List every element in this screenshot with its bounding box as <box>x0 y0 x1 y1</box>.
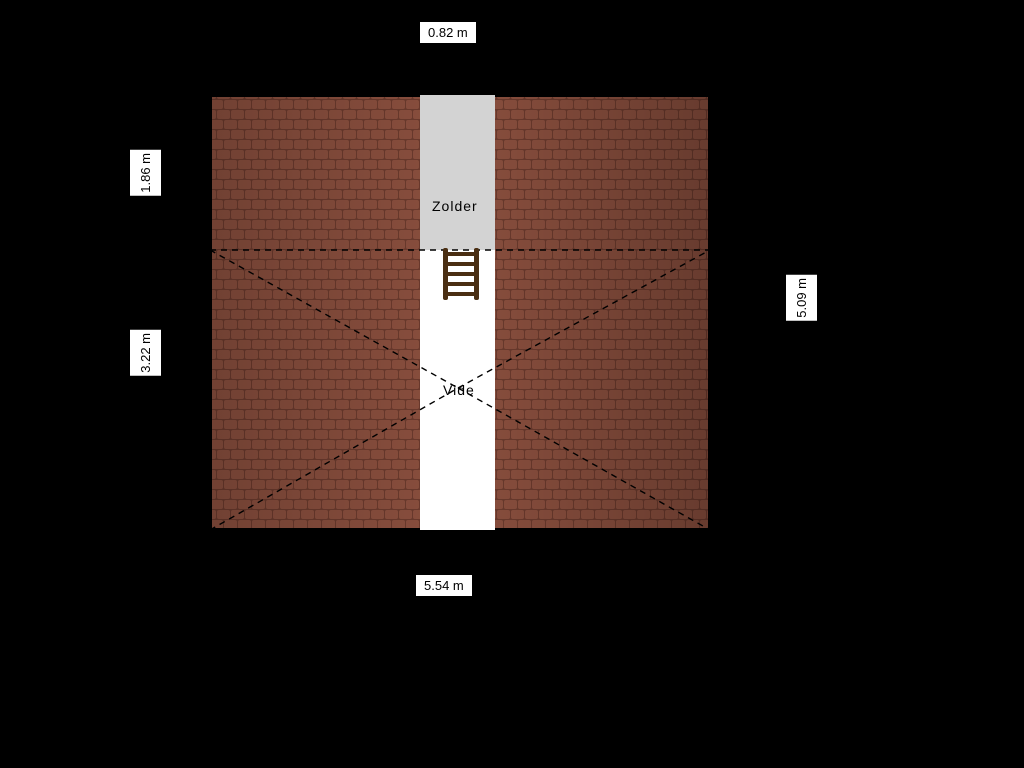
dim-top: 0.82 m <box>420 22 476 43</box>
dim-bottom: 5.54 m <box>416 575 472 596</box>
room-label-vide: Vide <box>443 382 475 398</box>
dim-left-1: 1.86 m <box>130 150 161 196</box>
room-label-zolder: Zolder <box>432 198 478 214</box>
dim-right: 5.09 m <box>786 275 817 321</box>
dim-left-2: 3.22 m <box>130 330 161 376</box>
floor-plan-svg <box>0 0 1024 768</box>
